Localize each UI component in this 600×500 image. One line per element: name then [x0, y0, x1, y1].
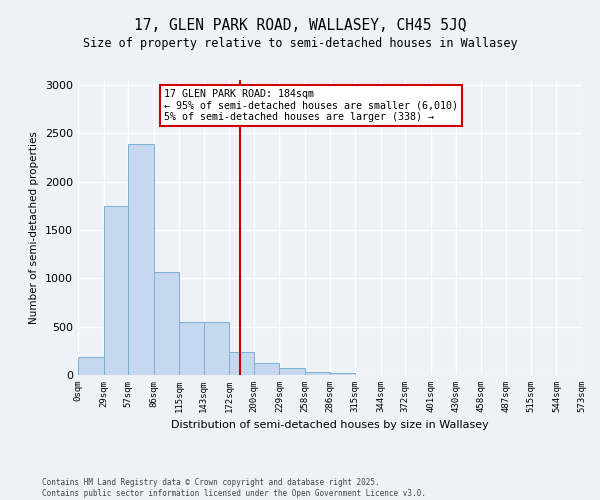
Bar — [128, 144, 154, 375]
Bar — [104, 206, 128, 375]
Bar — [78, 357, 104, 375]
Bar — [254, 364, 280, 375]
Bar — [204, 322, 229, 375]
Text: Size of property relative to semi-detached houses in Wallasey: Size of property relative to semi-detach… — [83, 38, 517, 51]
X-axis label: Distribution of semi-detached houses by size in Wallasey: Distribution of semi-detached houses by … — [171, 420, 489, 430]
Text: 17, GLEN PARK ROAD, WALLASEY, CH45 5JQ: 17, GLEN PARK ROAD, WALLASEY, CH45 5JQ — [134, 18, 466, 32]
Bar — [154, 272, 179, 375]
Bar — [280, 368, 305, 375]
Bar — [179, 322, 204, 375]
Text: 17 GLEN PARK ROAD: 184sqm
← 95% of semi-detached houses are smaller (6,010)
5% o: 17 GLEN PARK ROAD: 184sqm ← 95% of semi-… — [164, 89, 458, 122]
Text: Contains HM Land Registry data © Crown copyright and database right 2025.
Contai: Contains HM Land Registry data © Crown c… — [42, 478, 426, 498]
Bar — [329, 373, 355, 375]
Y-axis label: Number of semi-detached properties: Number of semi-detached properties — [29, 131, 40, 324]
Bar — [305, 372, 329, 375]
Bar — [229, 352, 254, 375]
